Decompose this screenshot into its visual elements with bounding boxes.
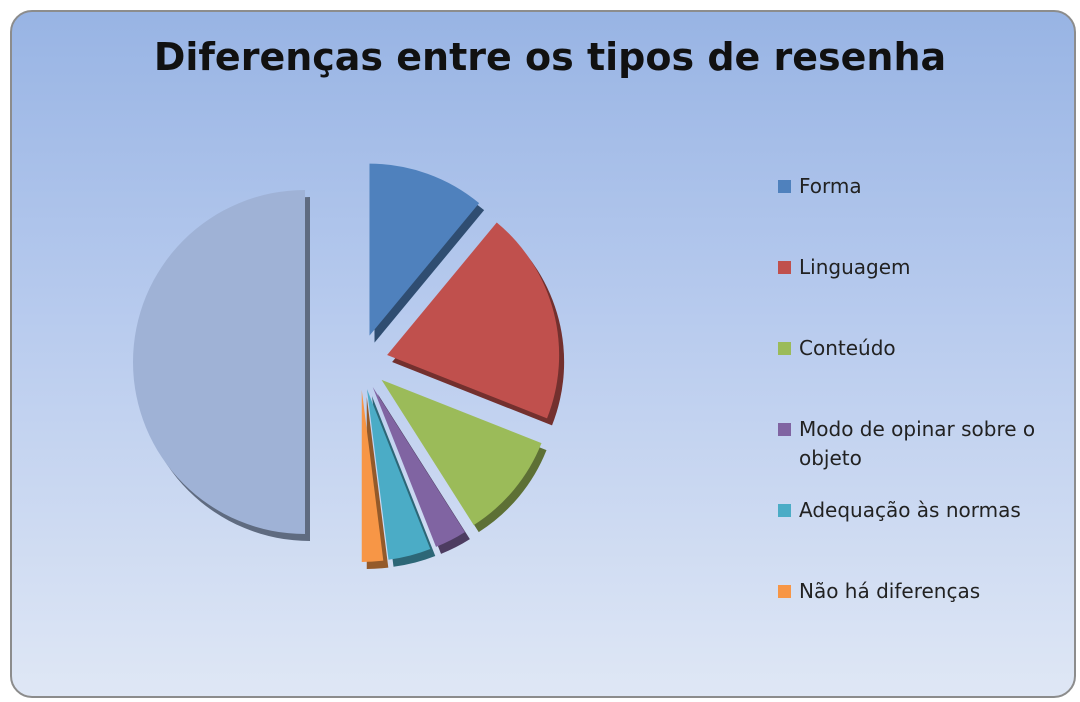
pie-slice (369, 163, 480, 336)
legend-swatch (778, 180, 791, 193)
pie-slice (381, 379, 542, 526)
pie-slice (372, 386, 465, 547)
legend-label: Linguagem (799, 255, 911, 279)
legend-item: Não há diferenças (778, 577, 1053, 606)
legend-label: Forma (799, 174, 862, 198)
legend-item: Conteúdo (778, 334, 1053, 363)
legend-swatch (778, 342, 791, 355)
legend-swatch (778, 504, 791, 517)
legend-swatch (778, 585, 791, 598)
legend-item: Modo de opinar sobre o objeto (778, 415, 1053, 473)
legend-label: Modo de opinar sobre o objeto (799, 417, 1036, 470)
legend-label: Adequação às normas (799, 498, 1021, 522)
chart-title: Diferenças entre os tipos de resenha (154, 35, 946, 79)
legend-swatch (778, 423, 791, 436)
legend-swatch (778, 261, 791, 274)
pie-slice (387, 222, 560, 419)
legend-item: Linguagem (778, 253, 1053, 282)
legend-item: Adequação às normas (778, 496, 1053, 525)
legend-label: Conteúdo (799, 336, 896, 360)
pie-slice (366, 389, 431, 560)
legend-label: Não há diferenças (799, 579, 981, 603)
pie-slice (361, 389, 384, 562)
legend-item: Forma (778, 172, 1053, 201)
pie-slice (133, 190, 305, 534)
